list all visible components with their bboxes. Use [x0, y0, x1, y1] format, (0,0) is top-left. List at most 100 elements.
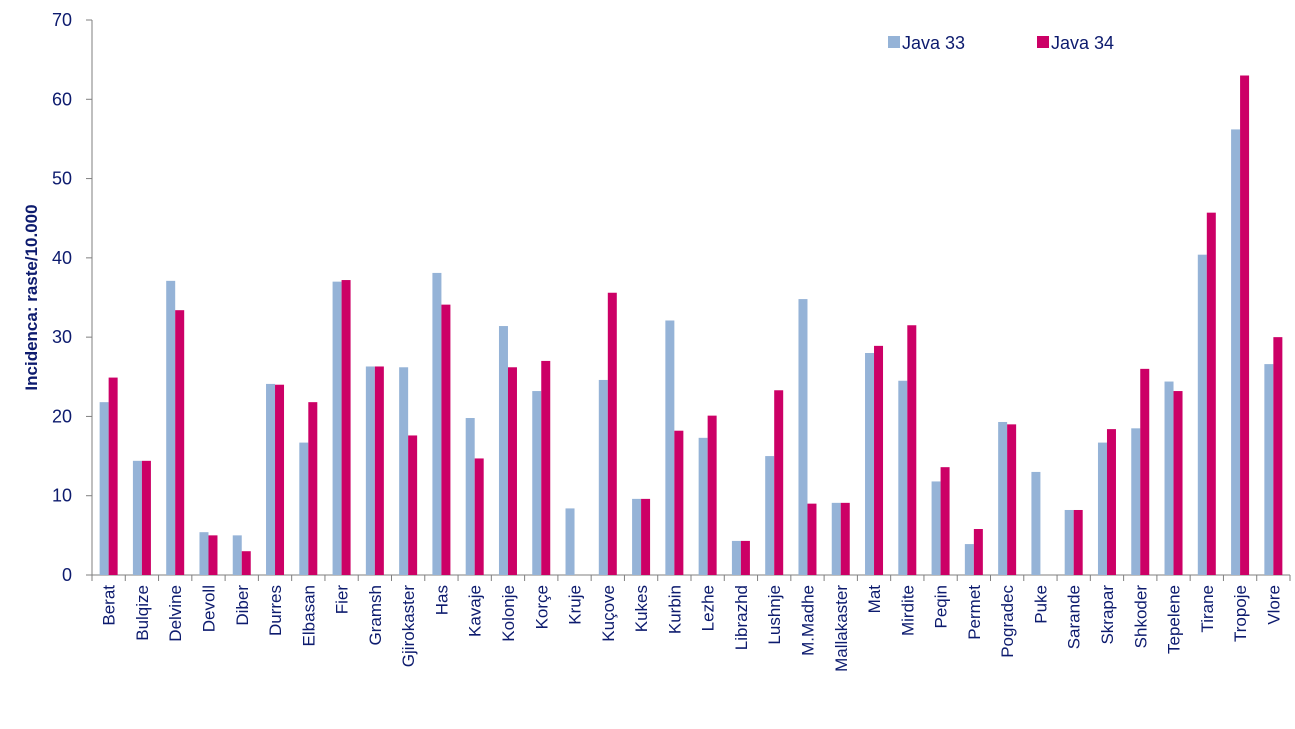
x-tick-label: Tirane — [1198, 585, 1217, 633]
x-tick-label: Permet — [965, 585, 984, 640]
bar — [275, 384, 285, 575]
x-tick-label: Elbasan — [299, 585, 318, 646]
bar — [1106, 429, 1116, 575]
bar — [299, 442, 309, 575]
bar — [740, 540, 750, 575]
x-tick-label: Kavaje — [466, 585, 485, 637]
bar — [432, 272, 442, 575]
y-tick-label: 60 — [52, 89, 72, 109]
bar — [998, 421, 1008, 575]
bar — [607, 292, 617, 575]
bar — [1273, 337, 1283, 575]
legend-swatch — [1037, 36, 1049, 48]
bar — [541, 360, 551, 575]
bar — [166, 280, 176, 575]
bar — [840, 502, 850, 575]
x-tick-label: Gjirokaster — [399, 585, 418, 668]
x-tick-label: Mallakaster — [832, 585, 851, 672]
y-tick-label: 10 — [52, 486, 72, 506]
bar — [408, 435, 418, 575]
bar — [1140, 368, 1150, 575]
bar — [1097, 442, 1107, 575]
x-tick-label: Shkoder — [1131, 585, 1150, 649]
bar — [1240, 75, 1250, 575]
x-tick-label: Mat — [865, 585, 884, 614]
bar — [498, 326, 508, 575]
x-tick-label: Kurbin — [665, 585, 684, 634]
x-tick-label: Kolonje — [499, 585, 518, 642]
bar — [765, 456, 775, 575]
x-tick-label: Lushnje — [765, 585, 784, 645]
bar — [108, 377, 118, 575]
legend-label: Java 33 — [902, 33, 965, 53]
x-tick-label: Lezhe — [699, 585, 718, 631]
bar — [641, 498, 651, 575]
x-tick-label: Kruje — [566, 585, 585, 625]
bar — [598, 379, 608, 575]
bar — [465, 418, 475, 575]
bar — [374, 366, 384, 575]
bar — [99, 402, 109, 575]
bar — [175, 310, 185, 575]
bar — [674, 430, 684, 575]
x-tick-label: Tropoje — [1231, 585, 1250, 642]
x-tick-label: Librazhd — [732, 585, 751, 650]
bar — [774, 390, 784, 575]
bar — [132, 460, 142, 575]
bar — [332, 281, 342, 575]
bar — [507, 367, 517, 575]
x-tick-label: Delvine — [166, 585, 185, 642]
legend-label: Java 34 — [1051, 33, 1114, 53]
x-tick-label: Gramsh — [366, 585, 385, 645]
bar — [1173, 391, 1183, 575]
x-tick-label: Durres — [266, 585, 285, 636]
bar — [874, 345, 884, 575]
bar — [931, 481, 941, 575]
y-tick-label: 20 — [52, 406, 72, 426]
x-tick-label: Peqin — [932, 585, 951, 628]
bar — [141, 460, 151, 575]
x-tick-label: M.Madhe — [798, 585, 817, 656]
bar — [232, 535, 242, 575]
x-tick-label: Tepelene — [1165, 585, 1184, 654]
bar — [365, 366, 375, 575]
bar — [565, 508, 575, 575]
y-tick-label: 30 — [52, 327, 72, 347]
x-tick-label: Bulqize — [133, 585, 152, 641]
bar — [707, 415, 717, 575]
x-tick-label: Diber — [233, 585, 252, 626]
bar — [698, 437, 708, 575]
bar — [341, 280, 351, 575]
legend-swatch — [888, 36, 900, 48]
y-tick-label: 0 — [62, 565, 72, 585]
y-axis-label: Incidenca: raste/10.000 — [22, 204, 41, 390]
bar — [399, 367, 409, 575]
bar — [1073, 509, 1083, 575]
bar — [532, 391, 542, 575]
bar — [1264, 364, 1274, 575]
bar — [241, 551, 251, 575]
bar — [199, 532, 209, 575]
x-tick-label: Fier — [333, 585, 352, 615]
bar — [208, 535, 218, 575]
x-tick-label: Skrapar — [1098, 585, 1117, 645]
bar — [940, 467, 950, 575]
x-tick-label: Puke — [1031, 585, 1050, 624]
bar — [907, 325, 917, 575]
bar — [865, 353, 875, 575]
y-tick-label: 50 — [52, 169, 72, 189]
bar — [474, 458, 484, 575]
bar — [308, 402, 318, 575]
x-tick-label: Berat — [100, 585, 119, 626]
bar — [632, 498, 642, 575]
x-tick-label: Pogradec — [998, 585, 1017, 658]
bar — [1231, 129, 1241, 575]
bar — [665, 320, 675, 575]
x-tick-label: Sarande — [1065, 585, 1084, 649]
bar — [1206, 212, 1216, 575]
bar — [964, 544, 974, 575]
x-tick-label: Kuçove — [599, 585, 618, 642]
bar — [798, 299, 808, 575]
